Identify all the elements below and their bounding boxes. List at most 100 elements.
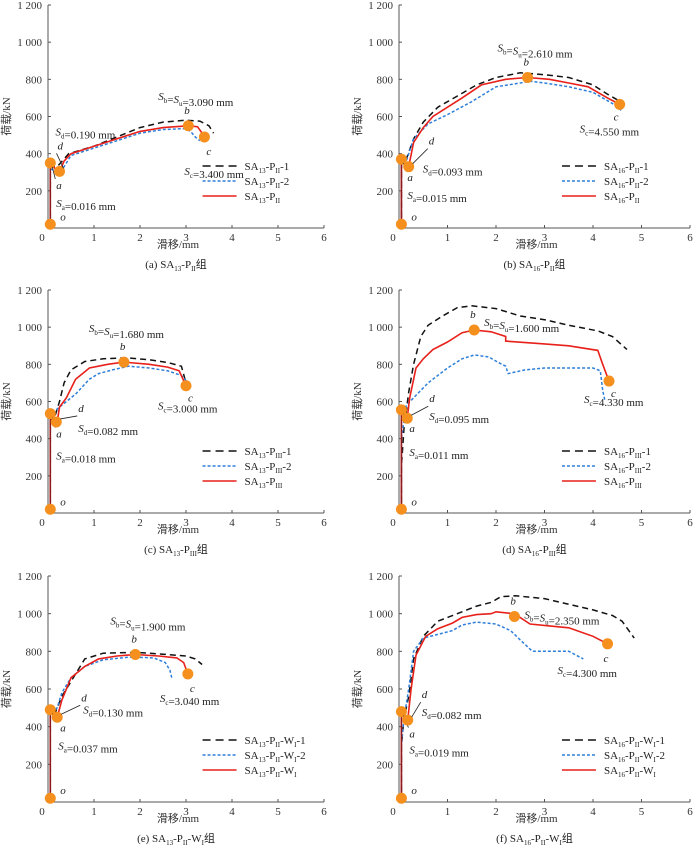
key-point-label-a: a xyxy=(409,729,415,741)
key-point-label-a: a xyxy=(56,429,62,441)
annotation-a: Sa=0.019 mm xyxy=(409,745,469,760)
key-point-d xyxy=(50,416,62,428)
annotation-a: Sa=0.016 mm xyxy=(56,198,116,213)
panel-caption: (b) SA16-PII组 xyxy=(503,257,565,273)
key-point-b xyxy=(508,610,520,622)
key-point-a xyxy=(44,704,56,716)
x-tick-label: 5 xyxy=(639,517,645,529)
key-point-label-d: d xyxy=(422,689,428,701)
series-line-3 xyxy=(400,610,608,802)
legend-label-1: SA13-PII-WI-1 xyxy=(245,735,306,749)
annotation-a: Sa=0.037 mm xyxy=(58,741,118,756)
x-tick-label: 3 xyxy=(183,517,189,529)
y-axis-label: 荷载/kN xyxy=(0,97,13,136)
key-point-d xyxy=(401,412,413,424)
x-tick-label: 0 xyxy=(39,806,45,818)
annotation-c: Sc=3.400 mm xyxy=(184,166,244,181)
key-point-o xyxy=(44,792,56,804)
series-line-1 xyxy=(49,651,203,802)
y-tick-label: 200 xyxy=(377,471,394,483)
annotation-d: Sd=0.082 mm xyxy=(78,423,138,438)
key-point-b xyxy=(129,649,141,661)
leader-line-d xyxy=(411,701,422,718)
annotation-d: Sd=0.190 mm xyxy=(56,126,116,141)
key-point-label-b: b xyxy=(120,341,126,353)
series-line-1 xyxy=(49,119,215,228)
y-tick-label: 400 xyxy=(377,434,394,446)
legend-label-1: SA16-PII-WI-1 xyxy=(604,735,665,749)
key-point-label-o: o xyxy=(60,785,66,797)
series-line-1 xyxy=(400,595,635,802)
y-tick-label: 1 000 xyxy=(368,322,393,334)
series-line-1 xyxy=(49,357,187,513)
y-tick-label: 1 200 xyxy=(17,285,42,297)
legend-label-3: SA13-PIII xyxy=(245,476,284,490)
y-axis-label: 荷载/kN xyxy=(351,97,364,136)
x-axis-label: 滑移/mm xyxy=(515,523,558,536)
x-tick-label: 5 xyxy=(275,806,281,818)
legend-label-2: SA16-PII-WI-2 xyxy=(604,750,665,764)
key-point-label-b: b xyxy=(510,595,516,607)
x-tick-label: 3 xyxy=(542,517,548,529)
legend-label-1: SA16-PIII-1 xyxy=(604,446,651,460)
leader-line-a xyxy=(51,166,56,180)
y-tick-label: 800 xyxy=(377,646,394,658)
y-tick-label: 1 200 xyxy=(17,571,42,583)
y-tick-label: 400 xyxy=(26,149,43,161)
key-point-o xyxy=(44,218,56,230)
series-line-3 xyxy=(49,653,189,802)
y-tick-label: 400 xyxy=(377,722,394,734)
key-point-o xyxy=(395,792,407,804)
key-point-label-a: a xyxy=(60,723,66,735)
key-point-label-c: c xyxy=(190,683,195,695)
key-point-c xyxy=(614,98,626,110)
chart-panel-a: 200 400 600 800 1 000 1 200 0 1 2 3 4 5 6 滑移/mm 荷载/kN (… xyxy=(0,0,327,273)
key-point-label-o: o xyxy=(60,496,66,508)
key-point-c xyxy=(602,638,614,650)
y-tick-label: 200 xyxy=(377,759,394,771)
y-tick-label: 800 xyxy=(377,74,394,86)
x-tick-label: 6 xyxy=(687,517,693,529)
x-axis-label: 滑移/mm xyxy=(515,238,558,251)
annotation-d: Sd=0.093 mm xyxy=(423,164,483,179)
key-point-label-b: b xyxy=(184,105,190,117)
x-tick-label: 5 xyxy=(275,232,281,244)
y-tick-label: 400 xyxy=(26,434,43,446)
x-tick-label: 1 xyxy=(445,517,451,529)
panel-caption: (f) SA16-PII-WI组 xyxy=(496,831,573,847)
key-point-a xyxy=(395,706,407,718)
key-point-label-o: o xyxy=(411,496,417,508)
key-point-label-b: b xyxy=(470,309,476,321)
x-tick-label: 0 xyxy=(390,232,396,244)
x-tick-label: 6 xyxy=(687,806,693,818)
series-line-1 xyxy=(400,305,628,513)
chart-panel-f: 200 400 600 800 1 000 1 200 0 1 2 3 4 5 6 滑移/mm 荷载/kN (… xyxy=(351,571,693,847)
x-tick-label: 4 xyxy=(229,517,235,529)
x-tick-label: 6 xyxy=(687,232,693,244)
key-point-c xyxy=(603,375,615,387)
key-point-label-o: o xyxy=(60,211,66,223)
y-tick-label: 1 000 xyxy=(17,322,42,334)
x-tick-label: 4 xyxy=(229,806,235,818)
x-axis-label: 滑移/mm xyxy=(157,238,200,251)
legend-label-2: SA13-PII-2 xyxy=(245,176,290,190)
annotation-c: Sc=4.300 mm xyxy=(558,665,618,680)
annotation-a: Sa=0.018 mm xyxy=(56,451,116,466)
x-tick-label: 3 xyxy=(542,806,548,818)
annotation-c: Sc=3.000 mm xyxy=(158,401,218,416)
annotation-a: Sa=0.015 mm xyxy=(407,190,467,205)
x-tick-label: 0 xyxy=(39,232,45,244)
key-point-a xyxy=(395,404,407,416)
key-point-label-c: c xyxy=(604,653,609,665)
key-point-label-b: b xyxy=(131,634,137,646)
chart-panel-c: 200 400 600 800 1 000 1 200 0 1 2 3 4 5 6 滑移/mm 荷载/kN (… xyxy=(0,285,327,558)
key-point-d xyxy=(54,165,65,177)
key-point-b xyxy=(468,324,480,336)
legend-label-2: SA16-PII-2 xyxy=(604,176,649,190)
y-tick-label: 800 xyxy=(377,359,394,371)
y-tick-label: 1 000 xyxy=(368,609,393,621)
x-tick-label: 6 xyxy=(321,517,327,529)
panel-caption: (c) SA13-PIII组 xyxy=(144,542,208,558)
x-tick-label: 1 xyxy=(445,806,451,818)
chart-panel-e: 200 400 600 800 1 000 1 200 0 1 2 3 4 5 6 滑移/mm 荷载/kN (… xyxy=(0,571,327,847)
